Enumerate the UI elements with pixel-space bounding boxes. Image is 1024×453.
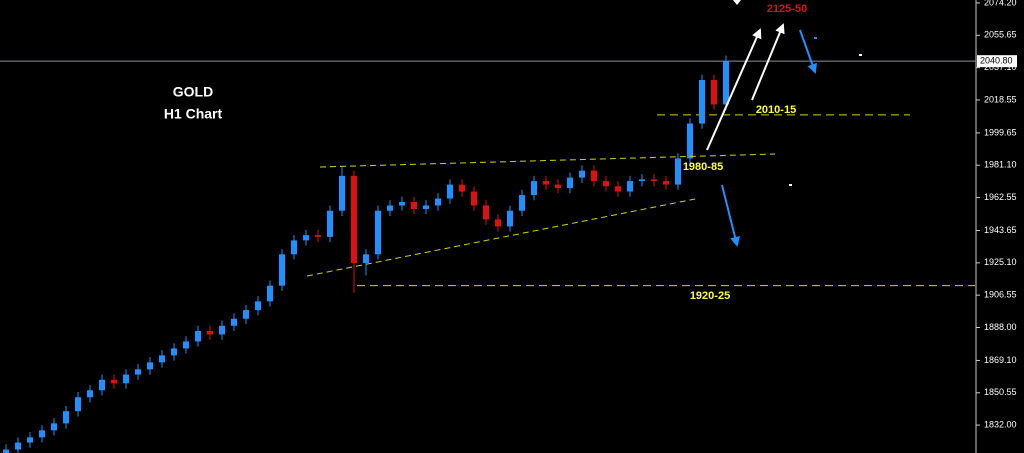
candle-body: [651, 179, 657, 182]
candle-body: [279, 254, 285, 286]
candle-body: [63, 411, 69, 424]
candle-body: [363, 254, 369, 264]
candle-body: [687, 123, 693, 159]
candle-body: [543, 181, 549, 185]
candle-body: [567, 177, 573, 189]
candle-body: [579, 170, 585, 178]
candle-body: [435, 198, 441, 206]
candle-body: [3, 449, 9, 453]
candle-body: [531, 181, 537, 196]
candle-body: [39, 430, 45, 438]
candle-body: [99, 379, 105, 391]
candle-body: [411, 202, 417, 209]
candle-body: [159, 355, 165, 363]
y-tick-label: 1832.00: [984, 419, 1017, 429]
y-tick-label: 1943.65: [984, 225, 1017, 235]
y-tick-label: 1925.10: [984, 257, 1017, 267]
current-price-box: [977, 55, 1017, 68]
trend-line: [306, 198, 696, 277]
chart-title: GOLD: [173, 84, 213, 100]
candle-body: [327, 210, 333, 237]
candle-body: [183, 341, 189, 349]
arrow: [799, 29, 818, 74]
candle-body: [243, 310, 249, 319]
arrow: [751, 23, 785, 101]
dot: [789, 184, 792, 186]
level-label: 2010-15: [756, 104, 796, 116]
candle-body: [351, 175, 357, 264]
candle-body: [147, 362, 153, 370]
candle-body: [15, 442, 21, 450]
dot: [814, 37, 817, 39]
candle-body: [51, 423, 57, 431]
y-tick-label: 1999.65: [984, 127, 1017, 137]
candle-body: [291, 240, 297, 255]
candle-body: [27, 437, 33, 443]
candle-body: [507, 210, 513, 227]
current-price-label: 2040.80: [980, 56, 1013, 66]
candle-body: [387, 205, 393, 211]
candle-body: [555, 184, 561, 189]
candle-body: [591, 170, 597, 182]
y-tick-label: 2074.20: [984, 0, 1017, 7]
candle-body: [207, 330, 213, 335]
candle-body: [123, 374, 129, 384]
candle-body: [339, 175, 345, 211]
y-tick-label: 1962.55: [984, 192, 1017, 202]
y-tick-label: 1850.55: [984, 387, 1017, 397]
candle-body: [111, 379, 117, 384]
candle-body: [603, 181, 609, 187]
candle-body: [615, 186, 621, 192]
trend-line: [319, 153, 776, 168]
candle-body: [315, 235, 321, 237]
candle-body: [399, 202, 405, 206]
y-tick-label: 1906.55: [984, 290, 1017, 300]
candle-body: [471, 191, 477, 206]
y-tick-label: 2018.55: [984, 94, 1017, 104]
candle-body: [75, 397, 81, 412]
candle-body: [447, 184, 453, 199]
candle-body: [231, 318, 237, 326]
level-label: 1920-25: [690, 290, 730, 302]
candle-body: [423, 205, 429, 209]
candle-body: [699, 80, 705, 124]
y-tick-label: 1888.00: [984, 322, 1017, 332]
candle-body: [267, 285, 273, 302]
dot: [859, 54, 862, 56]
candle-body: [627, 181, 633, 192]
candle-body: [663, 181, 669, 185]
arrow: [706, 28, 762, 151]
candle-body: [219, 325, 225, 335]
candle-body: [483, 205, 489, 220]
candle-body: [255, 301, 261, 311]
candle-body: [375, 210, 381, 255]
candle-body: [639, 179, 645, 182]
candle-body: [675, 158, 681, 185]
candle-body: [135, 369, 141, 375]
candle-body: [519, 195, 525, 211]
candle-body: [303, 235, 309, 241]
y-tick-label: 1869.10: [984, 355, 1017, 365]
chart-subtitle: H1 Chart: [164, 106, 223, 122]
candle-body: [459, 184, 465, 192]
arrow: [721, 184, 740, 247]
annotation: 2125-50: [767, 3, 807, 15]
marker: [733, 0, 741, 5]
annotation: 1980-85: [683, 161, 723, 173]
candle-body: [195, 330, 201, 342]
candle-body: [723, 61, 729, 105]
candle-body: [87, 390, 93, 398]
candle-body: [171, 348, 177, 356]
candle-body: [495, 219, 501, 227]
y-tick-label: 2055.65: [984, 30, 1017, 40]
candle-body: [711, 80, 717, 105]
y-tick-label: 1981.10: [984, 160, 1017, 170]
